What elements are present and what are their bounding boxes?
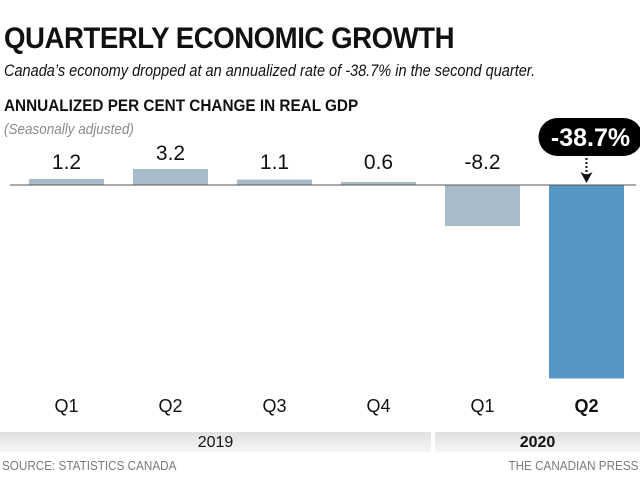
category-label: Q4 <box>366 396 390 416</box>
credit-label: THE CANADIAN PRESS <box>507 458 638 473</box>
year-band <box>435 432 640 452</box>
bar <box>445 185 520 226</box>
category-label: Q1 <box>470 396 494 416</box>
arrow-down-icon <box>580 172 593 183</box>
data-label: 0.6 <box>364 151 393 174</box>
callout-badge <box>538 118 640 156</box>
category-label: Q2 <box>158 396 182 416</box>
category-label: Q3 <box>262 396 286 416</box>
category-label: Q2 <box>574 396 598 416</box>
chart-note: (Seasonally adjusted) <box>4 121 134 138</box>
bar <box>237 179 312 185</box>
year-band <box>0 432 431 452</box>
bar <box>133 169 208 185</box>
data-label: 1.2 <box>52 151 81 174</box>
bar <box>341 182 416 185</box>
chart-title: ANNUALIZED PER CENT CHANGE IN REAL GDP <box>4 96 359 115</box>
callout-value: -38.7% <box>551 124 630 152</box>
category-label: Q1 <box>54 396 78 416</box>
source-label: SOURCE: STATISTICS CANADA <box>2 458 177 473</box>
page-title: QUARTERLY ECONOMIC GROWTH <box>4 22 455 55</box>
page-subtitle: Canada’s economy dropped at an annualize… <box>4 62 536 80</box>
data-label: -8.2 <box>464 151 500 174</box>
year-label: 2019 <box>198 434 234 451</box>
data-label: 3.2 <box>156 142 185 165</box>
data-label: 1.1 <box>260 151 289 174</box>
year-label: 2020 <box>520 434 556 451</box>
bar <box>549 185 624 379</box>
bar <box>29 179 104 185</box>
